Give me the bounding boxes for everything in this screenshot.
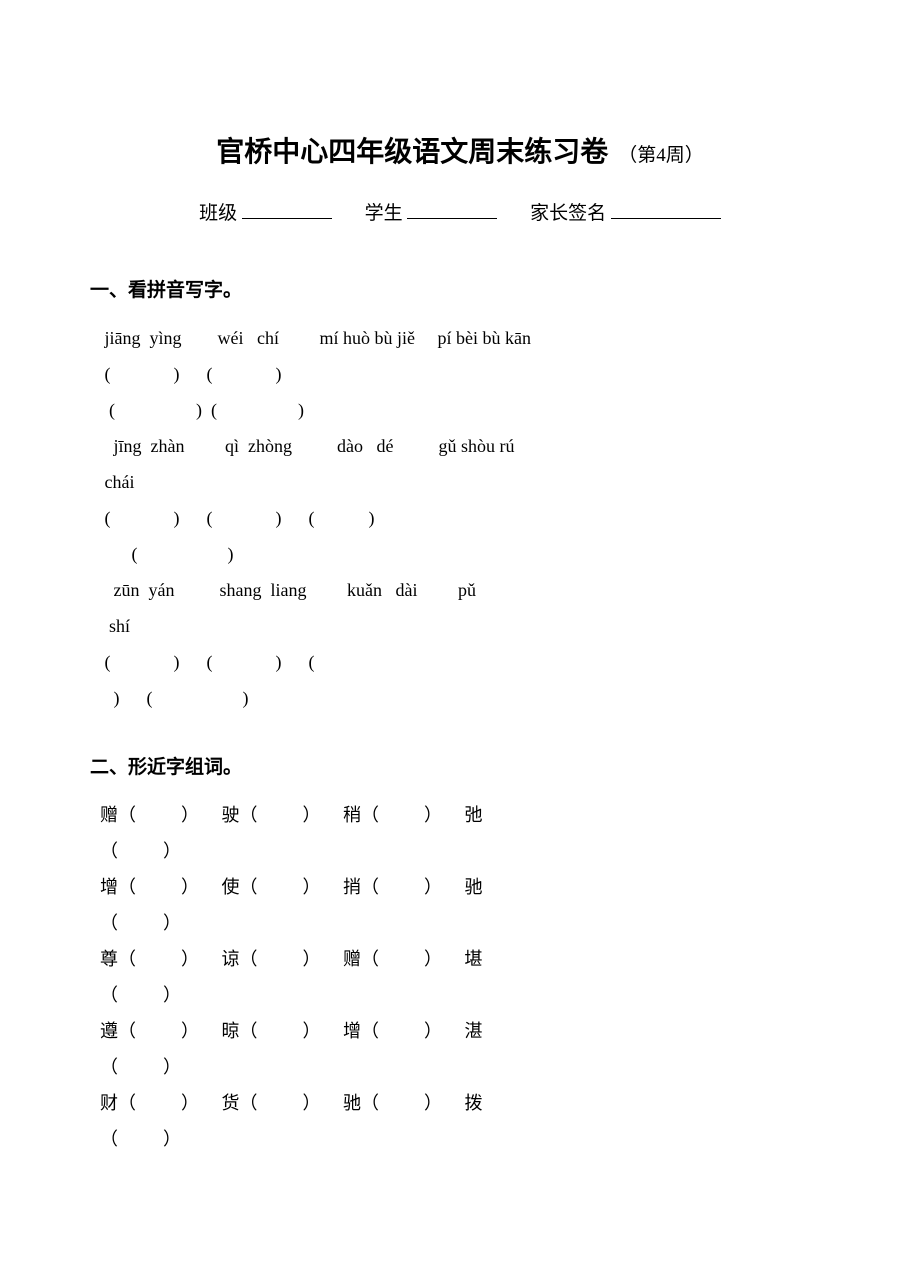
pinyin-row: shí <box>100 608 830 644</box>
answer-paren-row: ( ) ( ) <box>100 392 830 428</box>
answer-paren-row: ( ) ( ) ( ) <box>100 500 830 536</box>
section-1-heading: 一、看拼音写字。 <box>90 275 830 302</box>
parent-blank[interactable] <box>611 198 721 219</box>
answer-paren-row: ( ) <box>100 536 830 572</box>
pinyin-row: jīng zhàn qì zhòng dào dé gǔ shòu rú <box>100 428 830 464</box>
char-row: （ ） <box>100 833 830 869</box>
char-row: （ ） <box>100 905 830 941</box>
class-blank[interactable] <box>242 198 332 219</box>
char-row: 尊（ ） 谅（ ） 赠（ ） 堪 <box>100 941 830 977</box>
pinyin-row: zūn yán shang liang kuǎn dài pǔ <box>100 572 830 608</box>
class-label: 班级 <box>199 203 237 224</box>
section-1-body: jiāng yìng wéi chí mí huò bù jiě pí bèi … <box>90 320 830 716</box>
char-row: 赠（ ） 驶（ ） 稍（ ） 弛 <box>100 797 830 833</box>
section-2-heading: 二、形近字组词。 <box>90 752 830 779</box>
char-row: （ ） <box>100 977 830 1013</box>
char-row: 财（ ） 货（ ） 驰（ ） 拨 <box>100 1085 830 1121</box>
answer-paren-row: ( ) ( ) <box>100 356 830 392</box>
section-2-body: 赠（ ） 驶（ ） 稍（ ） 弛（ ）增（ ） 使（ ） 捎（ ） 驰（ ）尊（… <box>90 797 830 1157</box>
info-line: 班级 学生 家长签名 <box>90 198 830 225</box>
pinyin-row: chái <box>100 464 830 500</box>
student-blank[interactable] <box>407 198 497 219</box>
title-line: 官桥中心四年级语文周末练习卷 （第4周） <box>90 130 830 170</box>
title-sub: （第4周） <box>618 145 704 166</box>
answer-paren-row: ) ( ) <box>100 680 830 716</box>
worksheet-page: 官桥中心四年级语文周末练习卷 （第4周） 班级 学生 家长签名 一、看拼音写字。… <box>0 0 920 1277</box>
answer-paren-row: ( ) ( ) ( <box>100 644 830 680</box>
char-row: 遵（ ） 晾（ ） 增（ ） 湛 <box>100 1013 830 1049</box>
char-row: （ ） <box>100 1049 830 1085</box>
char-row: 增（ ） 使（ ） 捎（ ） 驰 <box>100 869 830 905</box>
parent-label: 家长签名 <box>530 203 606 224</box>
char-row: （ ） <box>100 1121 830 1157</box>
student-label: 学生 <box>365 203 403 224</box>
title-main: 官桥中心四年级语文周末练习卷 <box>216 137 608 168</box>
pinyin-row: jiāng yìng wéi chí mí huò bù jiě pí bèi … <box>100 320 830 356</box>
